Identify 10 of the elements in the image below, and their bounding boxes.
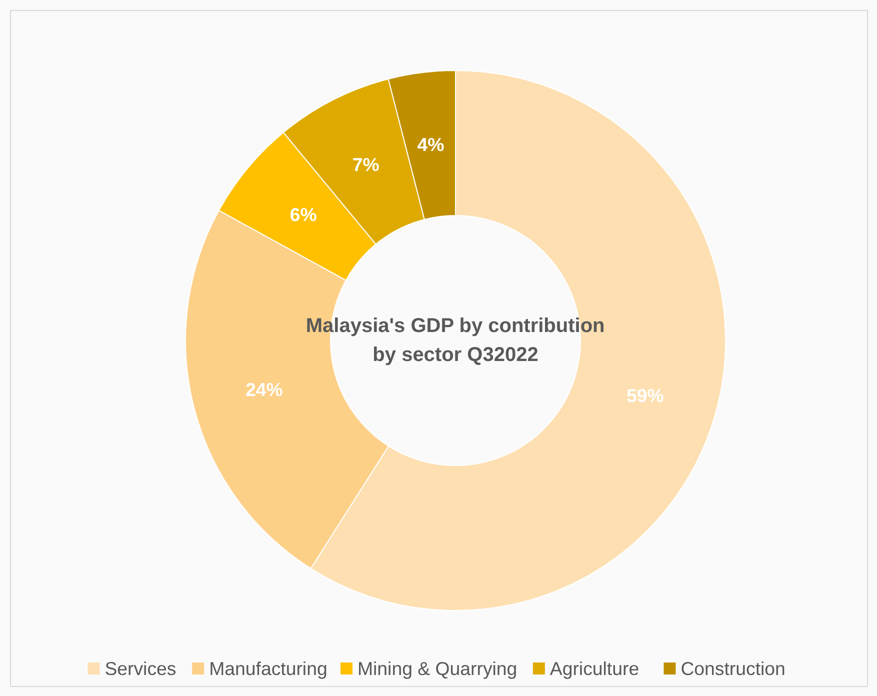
legend-label: Mining & Quarrying <box>358 658 518 679</box>
legend-label: Construction <box>680 658 786 679</box>
legend-label: Services <box>104 658 176 679</box>
data-label: 7% <box>352 154 380 176</box>
data-label: 6% <box>290 204 318 226</box>
data-label: 59% <box>626 385 664 406</box>
legend-label: Agriculture <box>550 658 640 679</box>
data-label: 4% <box>417 134 445 156</box>
legend-label: Manufacturing <box>209 658 328 679</box>
data-label: 24% <box>246 379 284 400</box>
